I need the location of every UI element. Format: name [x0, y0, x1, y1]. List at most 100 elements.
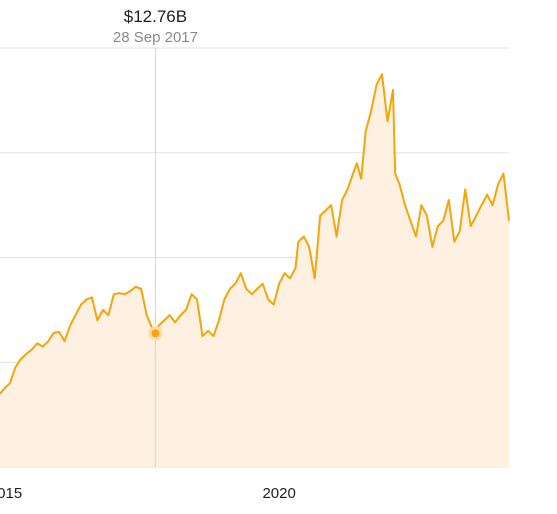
data-point-5 — [24, 352, 28, 356]
chart-series-line — [0, 73, 510, 395]
data-point-38 — [195, 297, 199, 301]
data-point-22 — [117, 291, 121, 295]
data-point-93 — [485, 193, 489, 197]
data-point-57 — [296, 240, 300, 244]
x-axis-ticks: 2015 2020 — [0, 485, 296, 502]
data-point-61 — [318, 214, 322, 218]
data-point-88 — [458, 229, 462, 233]
data-point-91 — [474, 214, 478, 218]
data-point-65 — [340, 198, 344, 202]
data-point-82 — [425, 214, 429, 218]
data-point-78 — [403, 203, 407, 207]
data-point-80 — [414, 235, 418, 239]
data-point-74 — [386, 119, 390, 123]
data-point-41 — [212, 334, 216, 338]
data-point-59 — [307, 245, 311, 249]
data-point-36 — [184, 308, 188, 312]
data-point-72 — [375, 83, 379, 87]
data-point-73 — [380, 72, 384, 76]
data-point-77 — [398, 182, 402, 186]
data-point-19 — [101, 308, 105, 312]
data-point-95 — [496, 182, 500, 186]
data-point-21 — [112, 292, 116, 296]
data-point-33 — [168, 313, 172, 317]
data-point-62 — [324, 208, 328, 212]
hover-marker[interactable] — [151, 329, 160, 338]
data-point-68 — [355, 161, 359, 165]
data-point-94 — [491, 203, 495, 207]
tooltip-date: 28 Sep 2017 — [113, 29, 198, 46]
data-point-15 — [79, 303, 83, 307]
data-point-85 — [441, 219, 445, 223]
x-tick-label-2020: 2020 — [262, 485, 295, 502]
data-point-92 — [480, 203, 484, 207]
data-point-56 — [294, 266, 298, 270]
data-point-37 — [190, 292, 194, 296]
data-point-1 — [2, 386, 6, 390]
data-point-10 — [52, 331, 56, 335]
data-point-9 — [46, 339, 50, 343]
data-point-89 — [463, 187, 467, 191]
data-point-35 — [179, 313, 183, 317]
data-point-39 — [201, 334, 205, 338]
data-point-26 — [139, 287, 143, 291]
data-point-50 — [261, 282, 265, 286]
data-point-18 — [95, 318, 99, 322]
data-point-83 — [430, 245, 434, 249]
data-point-16 — [85, 297, 89, 301]
data-point-48 — [250, 292, 254, 296]
tooltip-value: $12.76B — [124, 7, 187, 26]
data-point-4 — [19, 357, 23, 361]
data-point-3 — [13, 366, 17, 370]
data-point-44 — [228, 287, 232, 291]
data-point-70 — [364, 130, 368, 134]
data-point-87 — [452, 240, 456, 244]
data-point-86 — [447, 198, 451, 202]
data-point-71 — [369, 109, 373, 113]
x-tick-label-2015: 2015 — [0, 485, 22, 502]
data-point-45 — [233, 282, 237, 286]
data-point-7 — [35, 341, 39, 345]
data-point-67 — [351, 172, 355, 176]
data-point-63 — [329, 203, 333, 207]
data-point-12 — [63, 339, 67, 343]
data-point-47 — [244, 287, 248, 291]
data-point-64 — [335, 235, 339, 239]
data-point-58 — [302, 235, 306, 239]
data-point-97 — [507, 219, 511, 223]
data-point-24 — [128, 289, 132, 293]
data-point-79 — [409, 219, 413, 223]
data-point-27 — [145, 313, 149, 317]
data-point-46 — [239, 271, 243, 275]
data-point-32 — [162, 318, 166, 322]
data-point-8 — [41, 345, 45, 349]
data-point-75 — [391, 88, 395, 92]
data-point-69 — [359, 177, 363, 181]
data-point-66 — [346, 187, 350, 191]
data-point-23 — [123, 292, 127, 296]
data-point-60 — [313, 276, 317, 280]
data-point-40 — [206, 329, 210, 333]
data-point-84 — [436, 224, 440, 228]
data-point-53 — [277, 282, 281, 286]
data-point-34 — [173, 320, 177, 324]
data-point-6 — [30, 348, 34, 352]
data-point-2 — [8, 381, 12, 385]
data-point-14 — [74, 313, 78, 317]
data-point-96 — [502, 172, 506, 176]
chart-area-fill — [0, 74, 509, 467]
data-point-52 — [272, 303, 276, 307]
data-point-17 — [90, 295, 94, 299]
data-point-55 — [288, 276, 292, 280]
data-point-25 — [134, 285, 138, 289]
data-point-76 — [393, 172, 397, 176]
data-point-13 — [68, 324, 72, 328]
data-point-54 — [283, 271, 287, 275]
data-point-49 — [255, 287, 259, 291]
data-point-42 — [217, 318, 221, 322]
data-point-11 — [57, 330, 61, 334]
data-point-43 — [222, 297, 226, 301]
data-point-20 — [106, 313, 110, 317]
data-point-81 — [419, 203, 423, 207]
